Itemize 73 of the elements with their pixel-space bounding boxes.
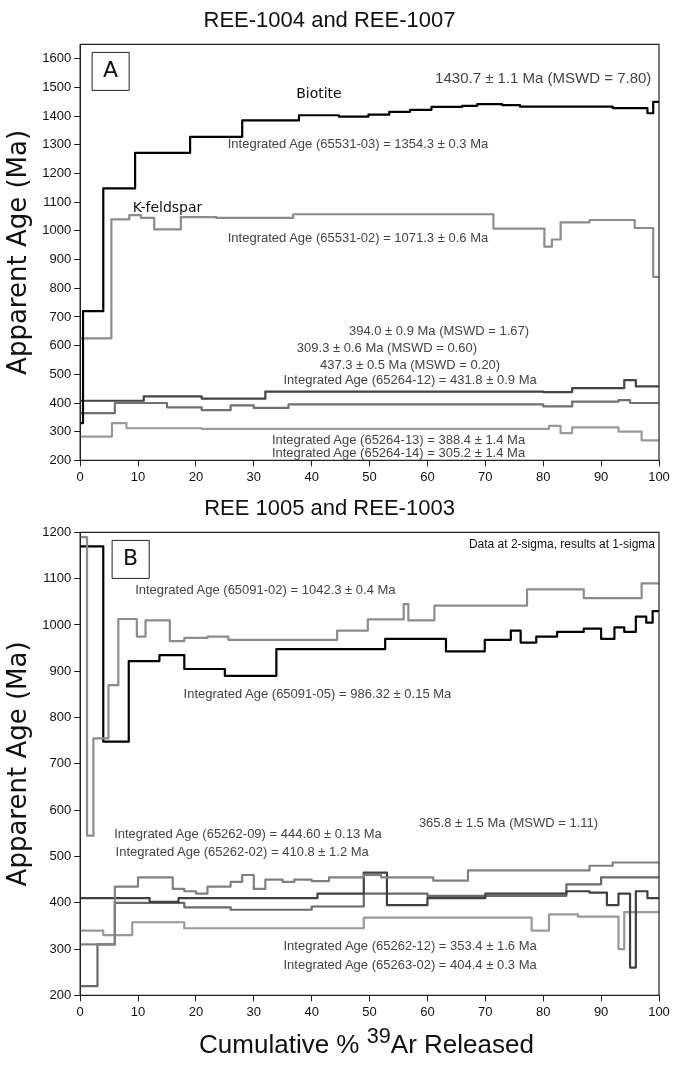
- annotation: Integrated Age (65531-03) = 1354.3 ± 0.3 Ma: [227, 136, 489, 152]
- series-label: Biotite: [296, 84, 342, 101]
- x-tick-label: 90: [593, 1003, 609, 1019]
- annotation: Integrated Age (65263-02) = 404.4 ± 0.3 Ma: [283, 956, 538, 972]
- y-tick-label: 1000: [42, 222, 72, 238]
- y-tick-label: 1100: [43, 570, 72, 586]
- annotation: Data at 2-sigma, results at 1-sigma: [468, 536, 656, 551]
- y-tick-label: 1600: [42, 50, 72, 66]
- chart-title: REE-1004 and REE-1007: [203, 7, 456, 33]
- x-tick-label: 50: [362, 468, 377, 484]
- x-tick-label: 50: [362, 1003, 377, 1019]
- y-tick-label: 300: [49, 940, 72, 956]
- x-tick-label: 10: [130, 468, 146, 484]
- y-axis-title: Apparent Age (Ma): [2, 641, 33, 887]
- y-tick-label: 600: [49, 801, 72, 817]
- x-tick-label: 100: [648, 1003, 670, 1019]
- annotation: Integrated Age (65091-05) = 986.32 ± 0.15 Ma: [183, 686, 453, 702]
- x-axis-title: Cumulative % $^{39}$Ar Released: [198, 1023, 535, 1060]
- y-tick-label: 700: [49, 755, 72, 771]
- y-tick-label: 700: [49, 308, 72, 324]
- x-tick-label: 90: [593, 468, 609, 484]
- y-tick-label: 1400: [42, 107, 72, 123]
- y-tick-label: 900: [49, 251, 72, 267]
- x-tick-label: 60: [420, 1003, 435, 1019]
- x-tick-label: 0: [76, 468, 84, 484]
- annotation: Integrated Age (65262-12) = 353.4 ± 1.6 Ma: [283, 938, 538, 954]
- x-tick-label: 20: [188, 468, 204, 484]
- y-tick-label: 800: [49, 709, 72, 725]
- annotation: 437.3 ± 0.5 Ma (MSWD = 0.20): [319, 357, 501, 373]
- y-tick-label: 900: [49, 662, 72, 678]
- x-tick-label: 40: [304, 468, 319, 484]
- annotation: Integrated Age (65262-09) = 444.60 ± 0.13 Ma: [114, 825, 383, 841]
- x-tick-label: 10: [130, 1003, 146, 1019]
- annotation: Integrated Age (65091-02) = 1042.3 ± 0.4 Ma: [135, 581, 397, 597]
- annotation: 309.3 ± 0.6 Ma (MSWD = 0.60): [296, 340, 478, 356]
- y-tick-label: 500: [49, 365, 72, 381]
- x-tick-label: 70: [478, 1003, 493, 1019]
- annotation: 365.8 ± 1.5 Ma (MSWD = 1.11): [418, 814, 599, 830]
- x-tick-label: 80: [535, 1003, 551, 1019]
- y-tick-label: 1200: [42, 523, 72, 539]
- y-tick-label: 300: [49, 423, 72, 439]
- annotation: A: [103, 57, 119, 83]
- annotation: Integrated Age (65262-02) = 410.8 ± 1.2 Ma: [115, 844, 370, 860]
- y-tick-label: 1200: [42, 165, 72, 181]
- annotation: Integrated Age (65264-13) = 388.4 ± 1.4 Ma: [271, 432, 526, 448]
- x-tick-label: 70: [478, 468, 493, 484]
- chart-title: REE 1005 and REE-1003: [204, 495, 455, 521]
- x-tick-label: 60: [420, 468, 435, 484]
- y-tick-label: 1100: [43, 193, 72, 209]
- y-tick-label: 200: [49, 986, 72, 1002]
- y-tick-label: 1000: [42, 616, 72, 632]
- y-tick-label: 400: [49, 394, 72, 410]
- x-tick-label: 30: [246, 1003, 262, 1019]
- annotation: Integrated Age (65264-12) = 431.8 ± 0.9 Ma: [283, 372, 538, 388]
- annotation: B: [123, 545, 139, 571]
- x-tick-label: 0: [76, 1003, 84, 1019]
- y-tick-label: 500: [49, 848, 72, 864]
- y-axis-title: Apparent Age (Ma): [2, 129, 33, 375]
- y-tick-label: 800: [49, 279, 72, 295]
- annotation: 394.0 ± 0.9 Ma (MSWD = 1.67): [348, 323, 530, 339]
- x-tick-label: 20: [188, 1003, 204, 1019]
- x-tick-label: 80: [535, 468, 551, 484]
- y-tick-label: 1300: [42, 136, 72, 152]
- x-tick-label: 40: [304, 1003, 319, 1019]
- x-tick-label: 100: [648, 468, 670, 484]
- y-tick-label: 600: [49, 337, 72, 353]
- y-tick-label: 400: [49, 894, 72, 910]
- y-tick-label: 200: [49, 451, 72, 467]
- series-label: K-feldspar: [132, 199, 203, 216]
- annotation: 1430.7 ± 1.1 Ma (MSWD = 7.80): [435, 69, 652, 87]
- x-tick-label: 30: [246, 468, 262, 484]
- annotation: Integrated Age (65531-02) = 1071.3 ± 0.6 Ma: [227, 229, 489, 245]
- y-tick-label: 1500: [42, 79, 72, 95]
